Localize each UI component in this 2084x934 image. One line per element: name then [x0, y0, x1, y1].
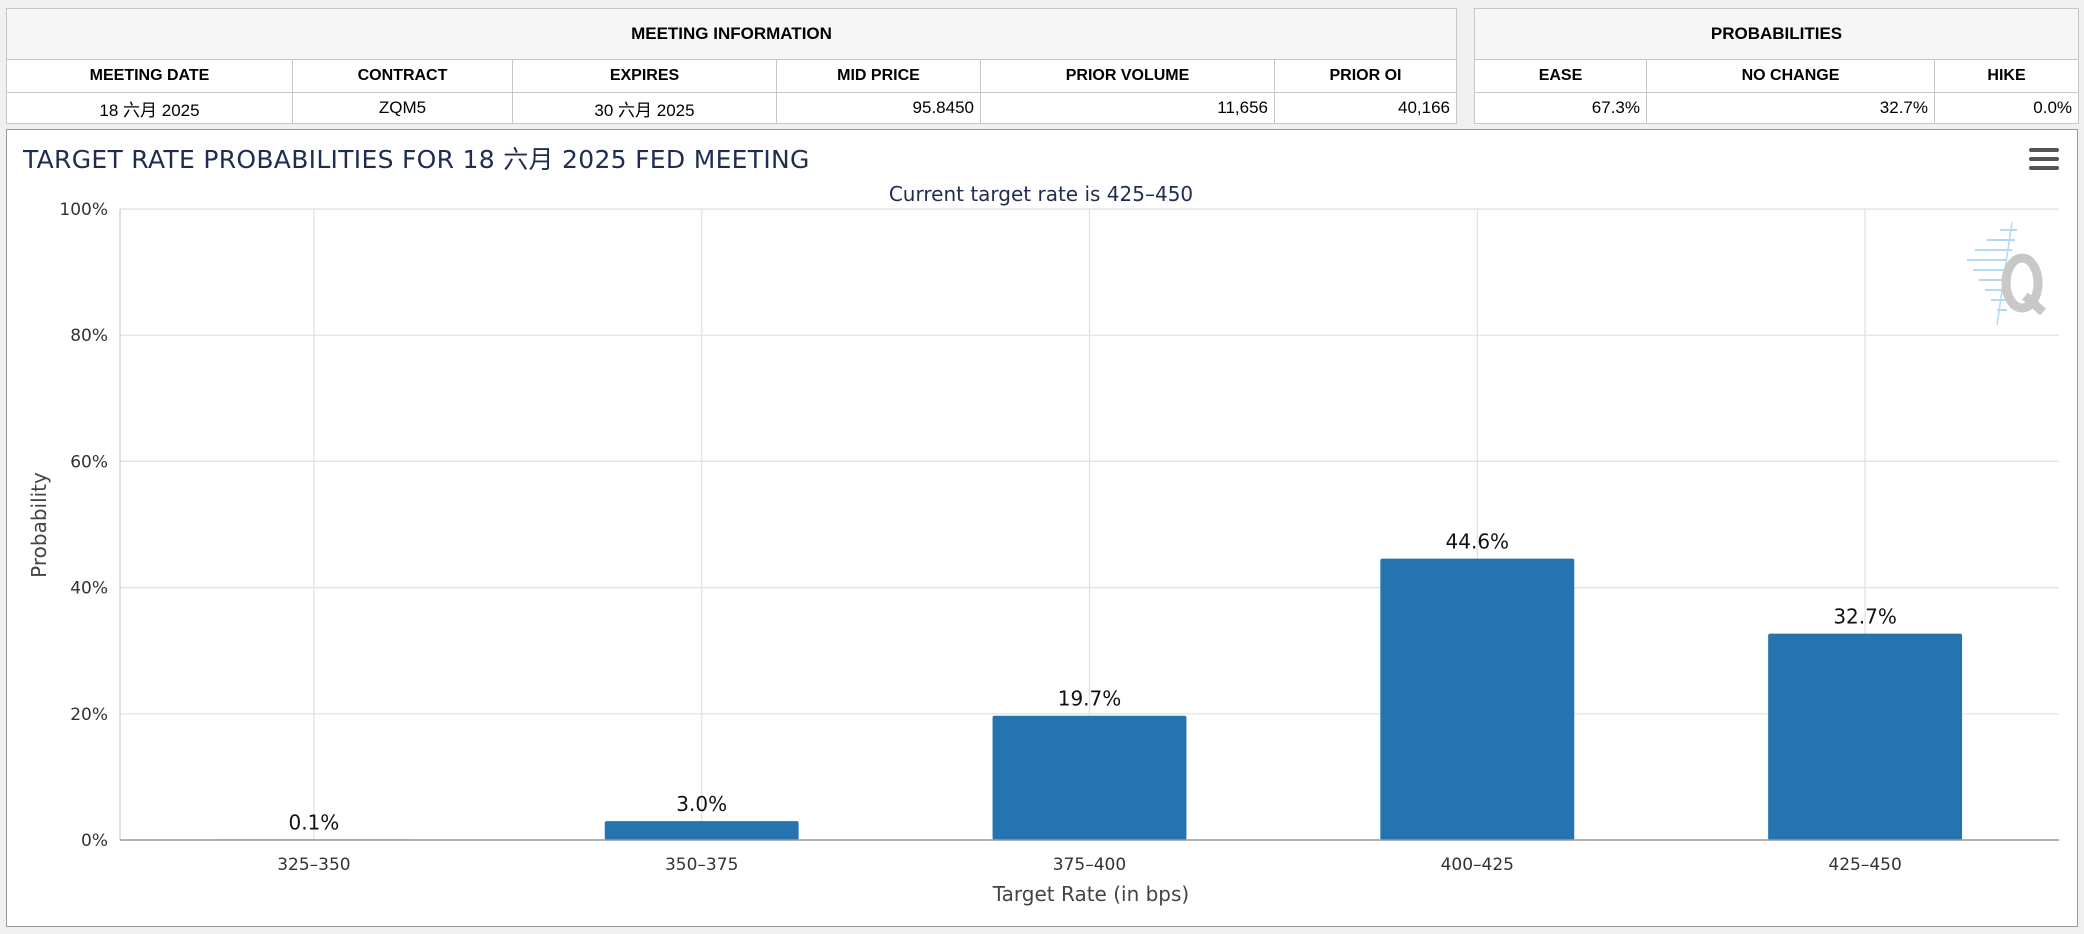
- y-tick-label: 40%: [70, 579, 108, 599]
- column-no-change: NO CHANGE: [1646, 59, 1935, 93]
- q-logo-icon: [1967, 221, 2046, 326]
- data-label: 32.7%: [1833, 605, 1897, 629]
- table-row: 18 六月 2025 ZQM5 30 六月 2025 95.8450 11,65…: [6, 92, 1457, 124]
- mid-price-value: 95.8450: [776, 92, 981, 124]
- y-tick-label: 60%: [70, 452, 108, 472]
- bar-chart: 0% 20% 40% 60% 80% 100% 0.1% 325–350 3.0% 350–375…: [27, 182, 2059, 906]
- expires-value: 30 六月 2025: [512, 92, 777, 124]
- ease-value: 67.3%: [1474, 92, 1647, 124]
- chart-panel: TARGET RATE PROBABILITIES FOR 18 六月 2025…: [6, 129, 2078, 927]
- column-expires: EXPIRES: [512, 59, 777, 93]
- no-change-value: 32.7%: [1646, 92, 1935, 124]
- y-tick-label: 20%: [70, 705, 108, 725]
- column-hike: HIKE: [1933, 59, 2080, 93]
- column-mid-price: MID PRICE: [776, 59, 981, 93]
- meeting-date-value: 18 六月 2025: [6, 92, 293, 124]
- hamburger-menu-icon[interactable]: [2029, 148, 2059, 172]
- x-tick-label: 350–375: [665, 855, 738, 875]
- x-axis-title: Target Rate (in bps): [992, 882, 1189, 906]
- axis-labels: 0% 20% 40% 60% 80% 100% 0.1% 325–350 3.0% 350–375…: [59, 200, 1901, 875]
- probabilities-table: PROBABILITIES EASE NO CHANGE HIKE 67.3% …: [1473, 8, 2080, 124]
- contract-value: ZQM5: [292, 92, 513, 124]
- prior-volume-value: 11,656: [980, 92, 1275, 124]
- chart-subtitle: Current target rate is 425–450: [889, 182, 1193, 206]
- bar-350–375[interactable]: [604, 821, 799, 840]
- column-ease: EASE: [1474, 59, 1647, 93]
- x-tick-label: 425–450: [1828, 855, 1901, 875]
- column-prior-oi: PRIOR OI: [1274, 59, 1457, 93]
- bars: [216, 558, 1963, 840]
- data-label: 19.7%: [1058, 687, 1122, 711]
- table-row: 67.3% 32.7% 0.0%: [1474, 92, 2080, 124]
- chart-title: TARGET RATE PROBABILITIES FOR 18 六月 2025…: [23, 145, 810, 174]
- meeting-information-header: MEETING INFORMATION: [6, 8, 1457, 60]
- data-label: 44.6%: [1446, 530, 1510, 554]
- data-label: 0.1%: [288, 810, 339, 834]
- bar-400–425[interactable]: [1380, 558, 1575, 840]
- y-tick-label: 80%: [70, 326, 108, 346]
- y-axis-title: Probability: [27, 472, 51, 578]
- y-tick-label: 0%: [81, 831, 108, 851]
- data-label: 3.0%: [676, 792, 727, 816]
- bar-425–450[interactable]: [1768, 633, 1963, 840]
- column-prior-volume: PRIOR VOLUME: [980, 59, 1275, 93]
- y-tick-label: 100%: [59, 200, 108, 220]
- meeting-information-table: MEETING INFORMATION MEETING DATE CONTRAC…: [6, 8, 1457, 124]
- prior-oi-value: 40,166: [1274, 92, 1457, 124]
- x-tick-label: 325–350: [277, 855, 350, 875]
- probabilities-header: PROBABILITIES: [1473, 8, 2080, 60]
- hike-value: 0.0%: [1933, 92, 2080, 124]
- column-meeting-date: MEETING DATE: [6, 59, 293, 93]
- x-tick-label: 375–400: [1053, 855, 1126, 875]
- column-contract: CONTRACT: [292, 59, 513, 93]
- x-tick-label: 400–425: [1441, 855, 1514, 875]
- bar-375–400[interactable]: [992, 715, 1187, 840]
